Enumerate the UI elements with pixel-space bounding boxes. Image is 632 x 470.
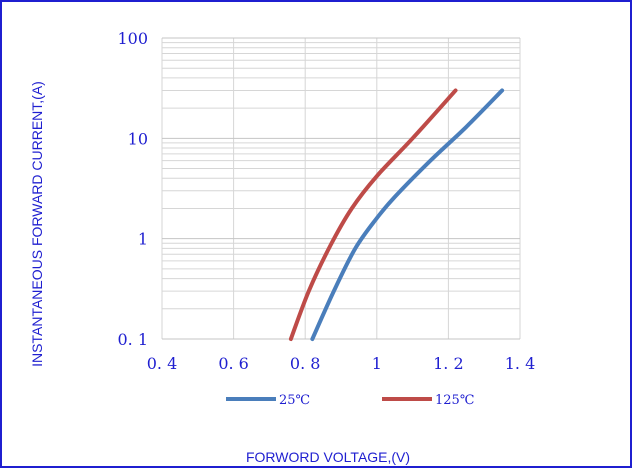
legend-label: 25℃ [279,393,310,408]
y-tick-label: 10 [128,129,148,148]
plot-series [288,88,505,341]
legend-label: 125℃ [435,393,474,408]
x-tick-label: 1. 2 [433,354,464,373]
y-axis-title: INSTANTANEOUS FORWARD CURRENT,(A) [29,81,45,367]
series-line-125c [288,88,458,341]
y-tick-label: 1 [138,230,148,249]
y-tick-label: 100 [117,29,148,48]
x-tick-label: 0. 4 [147,354,178,373]
x-axis-title: FORWORD VOLTAGE,(V) [246,449,410,465]
series-line-25c [310,88,505,341]
x-tick-label: 1 [372,354,382,373]
y-tick-labels: 0. 1 1 10 100 [117,29,148,349]
legend: 25℃ 125℃ [226,393,474,408]
x-tick-label: 0. 8 [290,354,321,373]
y-tick-label: 0. 1 [117,330,148,349]
x-tick-label: 0. 6 [218,354,249,373]
x-tick-labels: 0. 4 0. 6 0. 8 1 1. 2 1. 4 [147,354,536,373]
gridlines [161,37,521,340]
x-tick-label: 1. 4 [505,354,536,373]
